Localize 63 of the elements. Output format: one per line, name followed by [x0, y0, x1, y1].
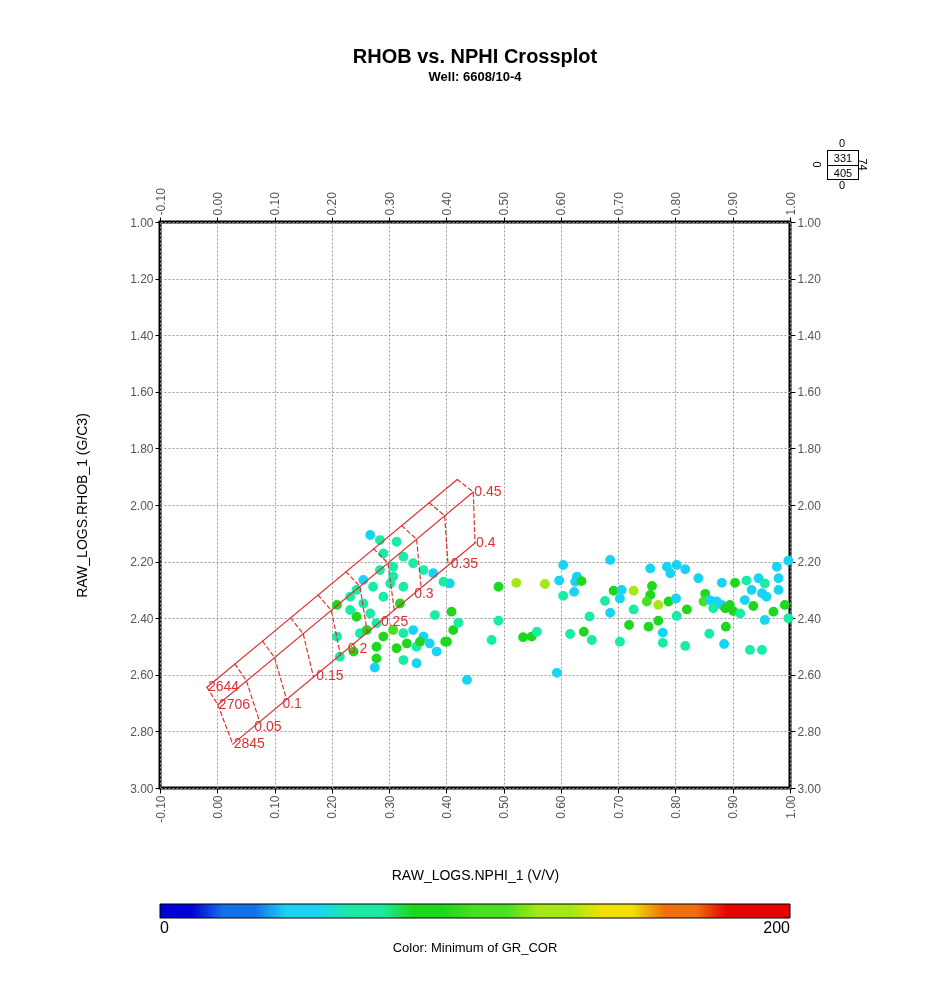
x2-tick-label: 0.60: [554, 191, 569, 216]
x2-tick-label: 0.20: [325, 191, 340, 216]
chart-title: RHOB vs. NPHI Crossplot: [352, 44, 598, 67]
x-tick-label: 0.60: [554, 795, 569, 819]
x-tick-label: 0.70: [611, 795, 626, 819]
y-tick-label: 2.80: [130, 724, 154, 739]
annotation: 2845: [233, 735, 266, 752]
y2-tick-label: 2.40: [797, 611, 822, 626]
y2-tick-label: 1.00: [797, 215, 822, 230]
y2-tick-label: 3.00: [797, 781, 822, 796]
annotation: 0.15: [316, 666, 344, 683]
x2-tick-label: 0.50: [497, 191, 512, 216]
annotation: 0.35: [450, 554, 479, 571]
annotation: 2706: [218, 695, 251, 712]
x-axis-title: RAW_LOGS.NPHI_1 (V/V): [391, 866, 560, 883]
x2-tick-label: 0.40: [439, 191, 454, 216]
x2-tick-label: 0.30: [382, 191, 397, 216]
y2-tick-label: 1.80: [797, 441, 822, 456]
annotation: 0.05: [254, 717, 282, 734]
x-tick-label: 1.00: [783, 795, 798, 819]
color-bar-label: 200: [763, 919, 791, 936]
y-tick-label: 1.60: [130, 385, 154, 400]
y-tick-label: 2.20: [130, 555, 154, 570]
x-tick-label: 0.00: [210, 795, 225, 819]
chart-subtitle: Well: 6608/10-4: [428, 68, 523, 84]
y-tick-label: 1.20: [130, 272, 154, 287]
annotation: 0.25: [380, 612, 409, 629]
x-tick-label: 0.40: [439, 795, 454, 819]
y-tick-label: 2.40: [130, 611, 154, 626]
y2-tick-label: 2.80: [797, 724, 822, 739]
annotation: 0.1: [282, 694, 303, 711]
y2-tick-label: 1.60: [797, 385, 822, 400]
y2-tick-label: 1.20: [797, 272, 822, 287]
color-bar-title: Color: Minimum of GR_COR: [392, 940, 558, 955]
y-tick-label: 1.80: [130, 441, 154, 456]
x-tick-label: -0.10: [153, 795, 168, 823]
x-tick-label: 0.80: [668, 795, 683, 819]
annotation: 0.4: [476, 533, 496, 550]
x2-tick-label: 0.80: [668, 191, 683, 216]
x2-tick-label: 0.00: [210, 191, 225, 216]
annotation: 0.3: [414, 585, 434, 602]
x-tick-label: 0.90: [726, 795, 741, 819]
annotation: 0.45: [474, 482, 502, 499]
x2-tick-label: -0.10: [153, 187, 168, 216]
y2-tick-label: 1.40: [797, 328, 822, 343]
y-tick-label: 2.00: [130, 498, 154, 513]
y-tick-label: 2.60: [130, 668, 154, 683]
x-tick-label: 0.30: [382, 795, 397, 819]
y-tick-label: 3.00: [130, 781, 154, 796]
x-tick-label: 0.10: [268, 795, 283, 819]
y2-tick-label: 2.20: [797, 555, 822, 570]
x-tick-label: 0.20: [325, 795, 340, 819]
x2-tick-label: 0.70: [611, 191, 626, 216]
x2-tick-label: 1.00: [783, 191, 798, 216]
x2-tick-label: 0.90: [726, 191, 741, 216]
y-tick-label: 1.40: [130, 328, 154, 343]
x-tick-label: 0.50: [497, 795, 512, 819]
y-axis-title: RAW_LOGS.RHOB_1 (G/C3): [74, 413, 91, 598]
color-bar-label: 0: [160, 919, 169, 936]
y-tick-label: 1.00: [130, 215, 154, 230]
y2-tick-label: 2.60: [797, 668, 822, 683]
y2-tick-label: 2.00: [797, 498, 822, 513]
x2-tick-label: 0.10: [268, 191, 283, 216]
